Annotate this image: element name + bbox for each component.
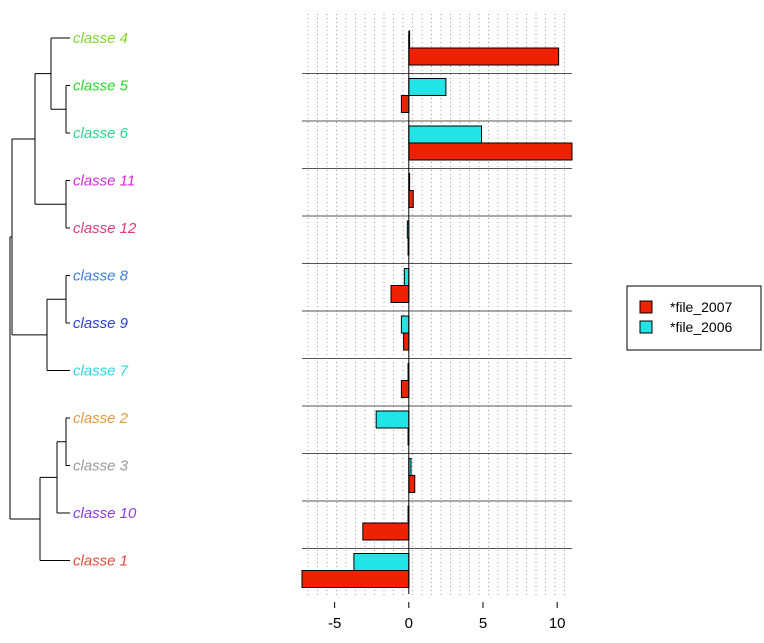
class-label-classe-7: classe 7	[73, 363, 129, 380]
class-label-classe-9: classe 9	[73, 315, 129, 332]
class-labels: classe 4 classe 5 classe 6 classe 11 classe …	[73, 30, 137, 570]
bar-file-2007-classe-3	[408, 475, 416, 493]
x-tick-label: 0	[405, 615, 413, 632]
bar-file-2007-classe-8	[390, 285, 410, 303]
bar-file-2006-classe-8	[403, 268, 410, 286]
class-label-classe-2: classe 2	[73, 410, 129, 427]
legend: *file_2007 *file_2006	[626, 285, 762, 351]
legend-swatch	[639, 320, 653, 334]
class-label-classe-6: classe 6	[73, 125, 129, 142]
bar-file-2007-classe-6	[408, 142, 573, 161]
bars	[301, 30, 573, 588]
class-label-classe-12: classe 12	[73, 220, 137, 237]
legend-label: *file_2006	[670, 319, 732, 335]
bar-file-2006-classe-2	[375, 410, 410, 429]
bar-file-2007-classe-11	[408, 190, 414, 208]
bar-file-2007-classe-10	[362, 522, 410, 541]
bar-file-2007-classe-7	[400, 380, 410, 398]
x-tick-label: 5	[479, 615, 487, 632]
class-label-classe-8: classe 8	[73, 268, 129, 285]
class-label-classe-5: classe 5	[73, 78, 129, 95]
bar-file-2006-classe-9	[400, 315, 410, 334]
class-label-classe-10: classe 10	[73, 505, 137, 522]
bar-file-2007-classe-4	[408, 47, 560, 66]
row-separators	[302, 73, 572, 549]
dendrogram	[9, 37, 70, 561]
bar-file-2007-classe-1	[301, 570, 410, 588]
bar-file-2007-classe-5	[400, 95, 410, 113]
bar-file-2006-classe-1	[353, 553, 410, 571]
class-label-classe-11: classe 11	[73, 173, 135, 190]
legend-box	[626, 285, 762, 351]
x-tick-label: 10	[549, 615, 566, 632]
legend-label: *file_2007	[670, 299, 732, 315]
legend-swatch	[639, 300, 653, 314]
x-axis-ticks: -5 0 5 10	[328, 602, 566, 632]
x-tick-label: -5	[328, 615, 341, 632]
grid	[307, 14, 565, 598]
bar-file-2006-classe-6	[408, 125, 483, 144]
class-label-classe-1: classe 1	[73, 553, 128, 570]
class-label-classe-3: classe 3	[73, 458, 129, 475]
bar-file-2006-classe-5	[408, 78, 447, 96]
bar-file-2007-classe-9	[403, 332, 410, 351]
class-label-classe-4: classe 4	[73, 30, 128, 47]
